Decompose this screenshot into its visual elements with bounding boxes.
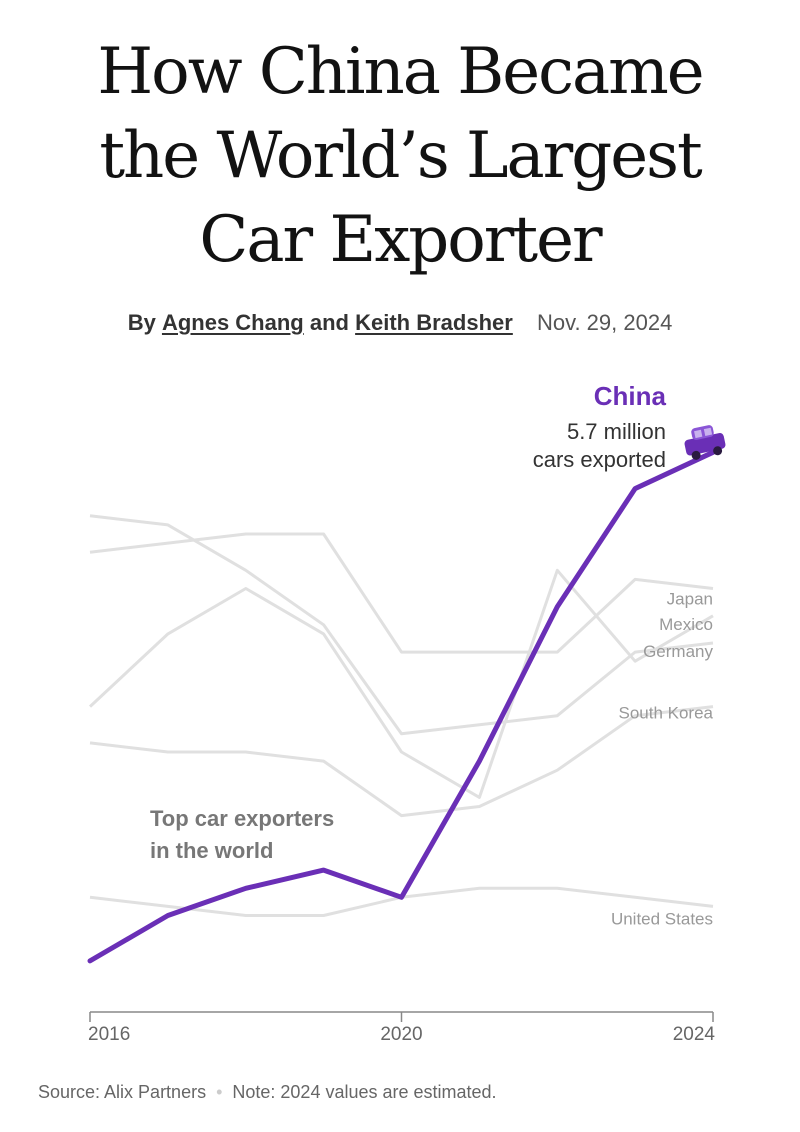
x-tick-label-2016: 2016 — [88, 1024, 130, 1045]
series-label-united-states: United States — [611, 909, 713, 928]
chart-footer: Source: Alix Partners • Note: 2024 values … — [38, 1082, 497, 1103]
car-icon — [684, 425, 726, 460]
byline-prefix: By — [127, 310, 156, 335]
series-label-japan: Japan — [667, 590, 713, 609]
series-label-mexico: Mexico — [659, 615, 713, 634]
car-window-back — [703, 427, 713, 437]
series-line-mexico — [88, 568, 714, 799]
series-line-china — [87, 449, 716, 964]
series-line-germany — [89, 514, 714, 736]
series-line-south-korea — [89, 705, 714, 818]
chart-annotation-line-2: in the world — [150, 838, 273, 863]
series-label-south-korea: South Korea — [618, 704, 713, 723]
footer-separator: • — [216, 1082, 223, 1102]
headline-line-2: the World’s Largest — [99, 119, 702, 193]
series-line-japan — [89, 532, 714, 654]
line-chart: Japan Mexico Germany South Korea United Stat… — [87, 381, 726, 1045]
series-label-germany: Germany — [643, 642, 713, 661]
estimate-note: Note: 2024 values are estimated. — [232, 1082, 497, 1102]
x-tick-label-2020: 2020 — [380, 1024, 422, 1045]
headline-line-3: Car Exporter — [199, 203, 602, 277]
chart-annotation-line-1: Top car exporters — [150, 806, 334, 831]
car-window-front — [694, 429, 703, 439]
china-series-label: China — [594, 381, 667, 411]
headline: How China Became the World’s Largest Car… — [0, 30, 800, 282]
x-tick-label-2024: 2024 — [673, 1024, 716, 1045]
publish-date: Nov. 29, 2024 — [536, 310, 673, 335]
car-wheel-back — [713, 446, 723, 456]
headline-line-1: How China Became — [97, 35, 704, 109]
author-link-agnes-chang[interactable]: Agnes Chang — [161, 310, 304, 335]
author-link-keith-bradsher[interactable]: Keith Bradsher — [355, 310, 513, 335]
byline-and: and — [309, 310, 349, 335]
car-wheel-front — [691, 450, 701, 460]
source-note: Source: Alix Partners — [38, 1082, 207, 1102]
china-value-label-line-1: 5.7 million — [567, 419, 666, 444]
china-value-label-line-2: cars exported — [533, 447, 666, 472]
byline: By Agnes Chang and Keith Bradsher Nov. 2… — [0, 310, 800, 336]
